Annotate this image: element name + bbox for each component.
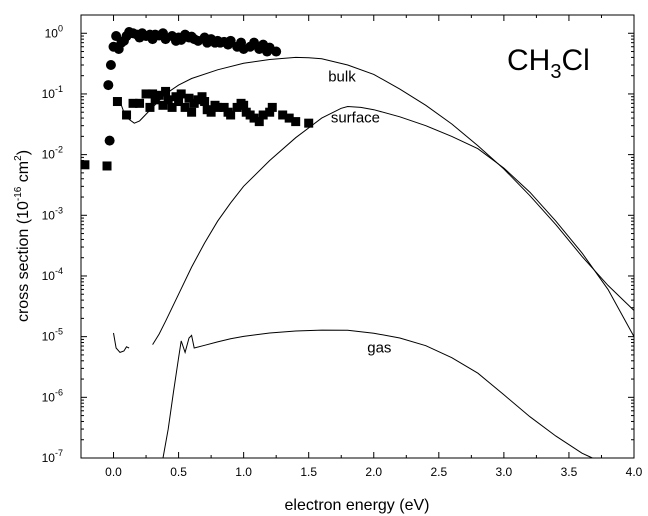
x-tick-label: 2.0	[365, 465, 382, 479]
series-line-gas	[113, 332, 130, 353]
y-tick-label: 10-6	[42, 387, 63, 404]
data-point-square	[150, 95, 160, 105]
x-tick-label: 4.0	[626, 465, 643, 479]
data-point-square	[187, 107, 197, 117]
y-tick-label: 10-7	[42, 448, 63, 465]
y-tick-label: 10-1	[42, 84, 63, 101]
data-point-square	[176, 89, 186, 99]
data-point-square	[174, 97, 184, 107]
data-point-square	[278, 110, 288, 120]
curve-label-surface: surface	[331, 109, 380, 126]
y-tick-label: 10-2	[42, 145, 63, 162]
series-layer: bulk surface gas	[80, 26, 635, 459]
x-axis-ticks: 0.0 0.5 1.0 1.5 2.0 2.5 3.0 3.5 4.0	[80, 15, 643, 479]
data-point-square	[145, 102, 155, 112]
plot-frame	[80, 14, 635, 459]
data-point-square	[197, 92, 207, 102]
data-point-square	[239, 100, 249, 110]
x-tick-label: 3.0	[496, 465, 513, 479]
curve-label-bulk: bulk	[328, 69, 356, 86]
y-axis-title: cross section (10-16 cm2)	[13, 150, 32, 322]
data-point-square	[258, 110, 268, 120]
series-line-surface	[152, 105, 635, 345]
data-point-square	[141, 89, 151, 99]
data-point-square	[200, 97, 210, 107]
x-tick-label: 3.5	[561, 465, 578, 479]
data-point-square	[102, 161, 112, 171]
data-point-square	[184, 93, 194, 103]
molecule-annotation: CH3Cl	[507, 44, 590, 83]
data-point-square	[171, 92, 181, 102]
data-point-square	[122, 110, 132, 120]
data-point-square	[249, 113, 259, 123]
data-point-square	[291, 117, 301, 127]
data-point-circle	[271, 46, 282, 57]
data-point-square	[180, 102, 190, 112]
y-axis-ticks: 100 10-1 10-2 10-3 10-4 10-5 10-6 10-7	[42, 14, 634, 465]
x-axis-title: electron energy (eV)	[285, 497, 430, 514]
data-point-square	[80, 160, 90, 170]
data-point-circle	[103, 80, 114, 91]
data-point-square	[128, 98, 138, 108]
data-point-square	[112, 97, 122, 107]
data-point-circle	[105, 59, 116, 70]
x-tick-label: 0.5	[170, 465, 187, 479]
y-tick-label: 10-3	[42, 205, 63, 222]
series-line-bulk	[119, 56, 635, 311]
data-point-square	[219, 102, 229, 112]
data-point-square	[206, 107, 216, 117]
data-point-square	[161, 86, 171, 96]
data-point-square	[213, 102, 223, 112]
data-point-square	[254, 117, 264, 127]
data-point-square	[154, 90, 164, 100]
data-point-square	[226, 110, 236, 120]
data-point-square	[265, 107, 275, 117]
data-point-square	[158, 100, 168, 110]
data-point-circle	[225, 35, 236, 46]
y-tick-label: 100	[45, 23, 63, 40]
y-tick-label: 10-5	[42, 327, 63, 344]
data-point-square	[267, 102, 277, 112]
data-point-square	[284, 113, 294, 123]
data-point-square	[163, 95, 173, 105]
curve-label-gas: gas	[367, 339, 391, 356]
data-point-square	[167, 102, 177, 112]
x-tick-label: 1.5	[300, 465, 317, 479]
data-point-circle	[104, 135, 115, 146]
data-point-square	[135, 98, 145, 108]
data-point-square	[304, 118, 314, 128]
x-tick-label: 0.0	[105, 465, 122, 479]
y-tick-label: 10-4	[42, 266, 63, 283]
series-line-gas	[162, 329, 593, 459]
x-tick-label: 1.0	[235, 465, 252, 479]
x-tick-label: 2.5	[430, 465, 447, 479]
data-point-square	[148, 89, 158, 99]
